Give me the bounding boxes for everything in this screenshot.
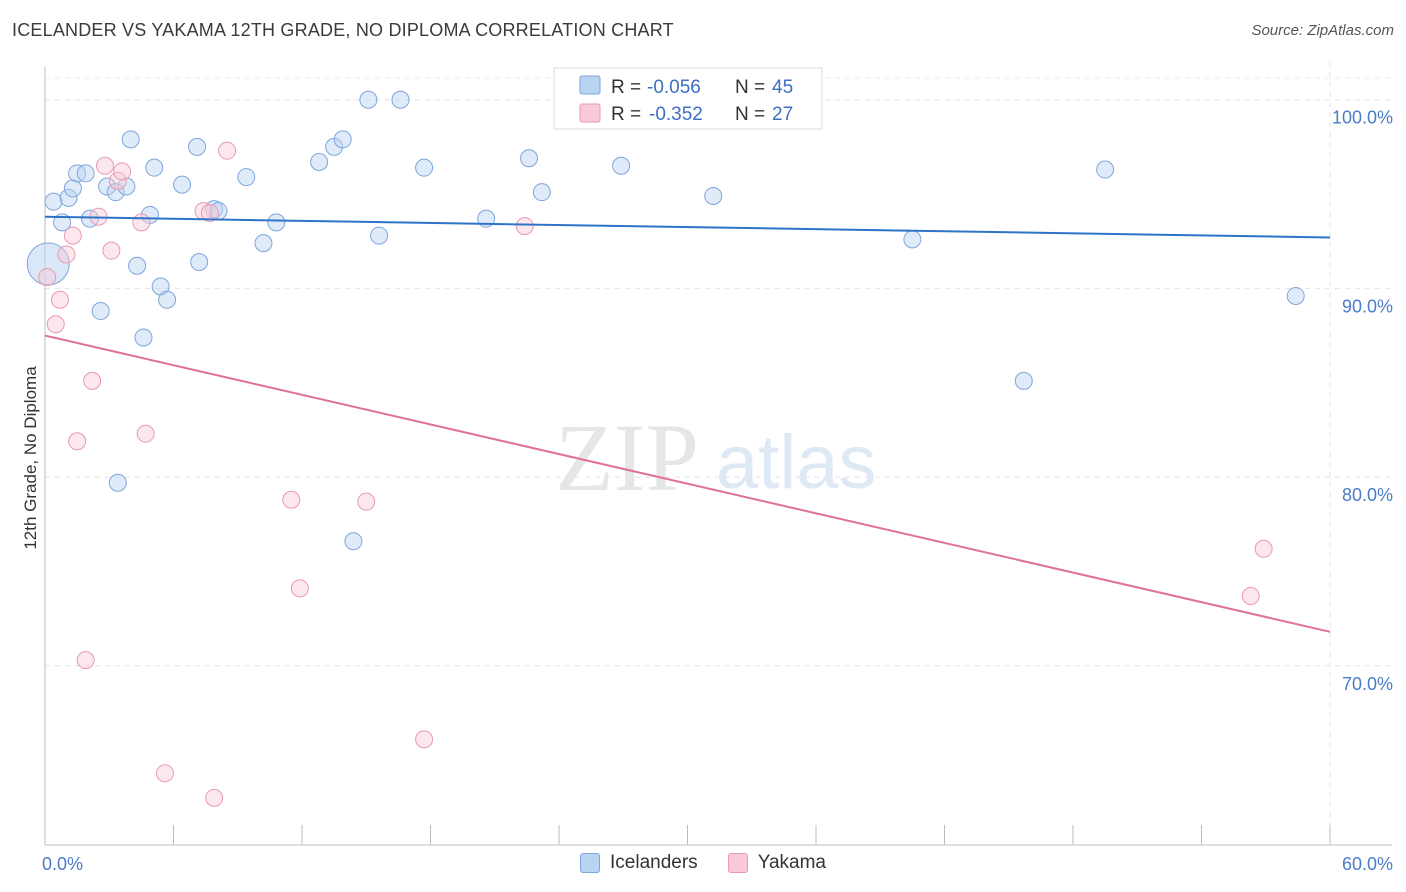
yakama-point [46,315,65,334]
yakama-point [1241,586,1260,605]
y-axis-label: 12th Grade, No Diploma [21,366,40,550]
icelanders-point [532,183,551,202]
y-tick-label: 80.0% [1342,485,1393,505]
icelanders-point [76,164,95,183]
icelanders-point [91,302,110,321]
icelanders-point [53,213,72,232]
yakama-point [113,162,132,181]
yakama-point [515,217,534,236]
yakama-point [38,268,57,287]
yakama-point [200,203,219,222]
legend-n-label-2: N = [735,104,765,125]
legend-swatch-blue [580,853,601,873]
legend-n-value-2: 27 [772,104,793,125]
watermark: ZIP atlas [555,404,877,511]
icelanders-point [190,252,209,271]
icelanders-point [254,234,273,253]
yakama-point [50,290,69,309]
legend-label-yakama: Yakama [757,852,826,873]
watermark-atlas: atlas [716,420,877,505]
legend-r-value-2: -0.352 [649,104,703,125]
icelanders-point [344,532,363,551]
axis-layer: 100.0% 90.0% 80.0% 70.0% 0.0% 60.0% [42,67,1393,874]
icelanders-point [173,175,192,194]
chart-title: ICELANDER VS YAKAMA 12TH GRADE, NO DIPLO… [12,20,674,40]
icelanders-point [158,290,177,309]
icelanders-point [44,192,63,211]
series-legend: Icelanders Yakama [0,852,1406,874]
legend-label-icelanders: Icelanders [610,852,698,873]
icelanders-point [612,156,631,175]
yakama-point [205,788,224,807]
stats-legend: R = -0.056 N = 45 R = -0.352 N = 27 [553,67,823,130]
yakama-point [68,432,87,451]
icelanders-point [359,90,378,109]
icelanders-point [415,158,434,177]
points-layer [26,90,1305,807]
icelanders-point [333,130,352,149]
icelanders-point [98,177,117,196]
legend-swatch-pink [727,853,748,873]
yakama-point [102,241,121,260]
yakama-point [1254,539,1273,558]
legend-item-yakama[interactable]: Yakama [727,852,826,874]
icelanders-point [134,328,153,347]
yakama-trendline [44,334,1331,633]
icelanders-point [391,90,410,109]
legend-n-value-1: 45 [772,77,793,98]
icelanders-point [26,242,70,286]
icelanders-point [1014,371,1033,390]
icelanders-point [903,230,922,249]
icelanders-point [151,277,170,296]
yakama-point [282,490,301,509]
x-tick-label: 0.0% [42,854,83,874]
legend-r-value-1: -0.056 [647,77,701,98]
yakama-point [155,764,174,783]
y-tick-label: 100.0% [1332,108,1393,128]
trend-layer [44,215,1331,633]
yakama-point [357,492,376,511]
icelanders-point [267,213,286,232]
icelanders-point [121,130,140,149]
icelanders-trendline [44,215,1331,239]
yakama-point [76,651,95,670]
icelanders-point [310,152,329,171]
legend-r-label-1: R = [611,77,641,98]
icelanders-point [106,183,125,202]
yakama-point [95,156,114,175]
source-label: Source: ZipAtlas.com [1251,22,1394,39]
icelanders-point [370,226,389,245]
yakama-point [57,245,76,264]
yakama-point [290,579,309,598]
yakama-point [136,424,155,443]
icelanders-point [145,158,164,177]
icelanders-point [237,168,256,187]
y-tick-label: 90.0% [1342,296,1393,316]
yakama-point [108,171,127,190]
icelanders-point [188,137,207,156]
legend-item-icelanders[interactable]: Icelanders [580,852,698,874]
icelanders-point [59,188,78,207]
legend-n-label-1: N = [735,77,765,98]
legend-swatch-icelanders [579,75,601,95]
yakama-point [415,730,434,749]
icelanders-point [704,186,723,205]
x-tick-label: 60.0% [1342,854,1393,874]
icelanders-point [117,177,136,196]
yakama-point [218,141,237,160]
watermark-zip: ZIP [555,404,699,511]
icelanders-point [108,473,127,492]
icelanders-point [128,256,147,275]
legend-r-label-2: R = [611,104,641,125]
legend-swatch-yakama [579,103,601,123]
y-tick-label: 70.0% [1342,674,1393,694]
icelanders-point [63,179,82,198]
yakama-point [63,226,82,245]
yakama-point [83,371,102,390]
icelanders-point [1286,286,1305,305]
icelanders-point [1096,160,1115,179]
yakama-point [132,213,151,232]
icelanders-point [520,149,539,168]
